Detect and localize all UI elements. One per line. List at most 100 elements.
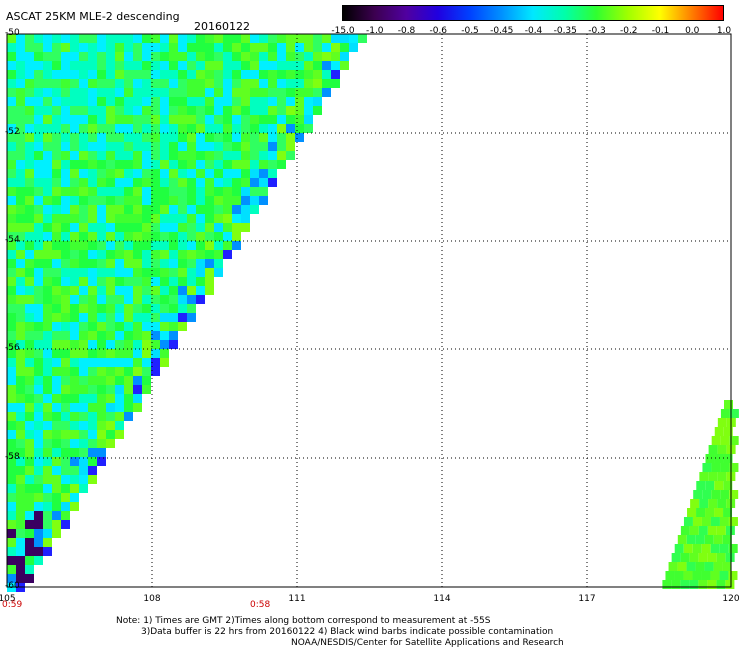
swath-cell — [25, 259, 34, 268]
swath-cell — [178, 97, 187, 106]
swath-cell — [43, 349, 52, 358]
swath-cell — [25, 331, 34, 340]
swath-cell — [16, 448, 25, 457]
swath-cell — [43, 133, 52, 142]
swath-cell — [52, 439, 61, 448]
swath-cell — [160, 97, 169, 106]
swath-cell — [151, 178, 160, 187]
swath-cell — [16, 223, 25, 232]
swath-cell — [268, 169, 277, 178]
swath-cell — [169, 133, 178, 142]
swath-cell — [43, 376, 52, 385]
swath-cell — [61, 367, 70, 376]
swath-cell — [124, 367, 133, 376]
swath-cell — [142, 97, 151, 106]
swath-cell — [106, 259, 115, 268]
swath-cell — [97, 421, 106, 430]
swath-cell — [259, 34, 268, 43]
swath-cell — [106, 223, 115, 232]
swath-cell — [34, 115, 43, 124]
swath-cell — [97, 448, 106, 457]
swath-cell — [196, 241, 205, 250]
swath-cell — [313, 106, 322, 115]
swath-cell — [250, 88, 259, 97]
swath-cell — [313, 88, 322, 97]
swath-cell — [52, 52, 61, 61]
swath-cell — [232, 88, 241, 97]
swath-cell — [205, 250, 214, 259]
swath-cell — [124, 52, 133, 61]
swath-cell — [70, 34, 79, 43]
swath-cell — [124, 385, 133, 394]
swath-cell — [25, 97, 34, 106]
swath-cell — [70, 286, 79, 295]
swath-cell — [707, 526, 717, 535]
swath-cell — [61, 439, 70, 448]
swath-cell — [160, 241, 169, 250]
swath-cell — [70, 169, 79, 178]
swath-cell — [79, 250, 88, 259]
swath-cell — [133, 214, 142, 223]
swath-cell — [232, 97, 241, 106]
swath-cell — [205, 196, 214, 205]
swath-cell — [97, 250, 106, 259]
swath-cell — [79, 232, 88, 241]
swath-cell — [142, 169, 151, 178]
swath-cell — [187, 223, 196, 232]
swath-cell — [714, 427, 724, 436]
swath-cell — [124, 151, 133, 160]
swath-cell — [25, 43, 34, 52]
swath-cell — [695, 562, 705, 571]
swath-cell — [25, 70, 34, 79]
swath-cell — [52, 277, 61, 286]
swath-cell — [61, 466, 70, 475]
swath-cell — [70, 340, 79, 349]
swath-cell — [43, 313, 52, 322]
swath-cell — [25, 430, 34, 439]
swath-cell — [97, 241, 106, 250]
swath-cell — [106, 214, 115, 223]
swath-cell — [88, 223, 97, 232]
swath-cell — [295, 52, 304, 61]
swath-cell — [286, 106, 295, 115]
swath-cell — [25, 34, 34, 43]
swath-cell — [259, 88, 268, 97]
swath-cell — [7, 142, 16, 151]
swath-cell — [34, 529, 43, 538]
swath-cell — [232, 178, 241, 187]
swath-cell — [97, 295, 106, 304]
swath-cell — [286, 88, 295, 97]
swath-cell — [43, 205, 52, 214]
swath-cell — [322, 61, 331, 70]
swath-cell — [52, 430, 61, 439]
swath-cell — [268, 70, 277, 79]
swath-cell — [187, 241, 196, 250]
swath-cell — [34, 61, 43, 70]
swath-cell — [133, 142, 142, 151]
swath-cell — [16, 133, 25, 142]
swath-cell — [61, 268, 70, 277]
swath-cell — [151, 286, 160, 295]
swath-cell — [358, 34, 367, 43]
swath-cell — [169, 124, 178, 133]
swath-cell — [178, 241, 187, 250]
swath-cell — [79, 34, 88, 43]
swath-cell — [160, 340, 169, 349]
swath-cell — [277, 160, 286, 169]
swath-cell — [250, 79, 259, 88]
swath-cell — [7, 565, 16, 574]
swath-cell — [88, 358, 97, 367]
swath-cell — [34, 142, 43, 151]
swath-cell — [214, 187, 223, 196]
swath-cell — [70, 88, 79, 97]
swath-cell — [34, 241, 43, 250]
swath-cell — [728, 571, 738, 580]
swath-cell — [7, 295, 16, 304]
swath-cell — [331, 52, 340, 61]
swath-cell — [196, 151, 205, 160]
swath-cell — [52, 115, 61, 124]
swath-cell — [340, 61, 349, 70]
swath-cell — [61, 484, 70, 493]
swath-cell — [719, 544, 729, 553]
swath-cell — [241, 97, 250, 106]
